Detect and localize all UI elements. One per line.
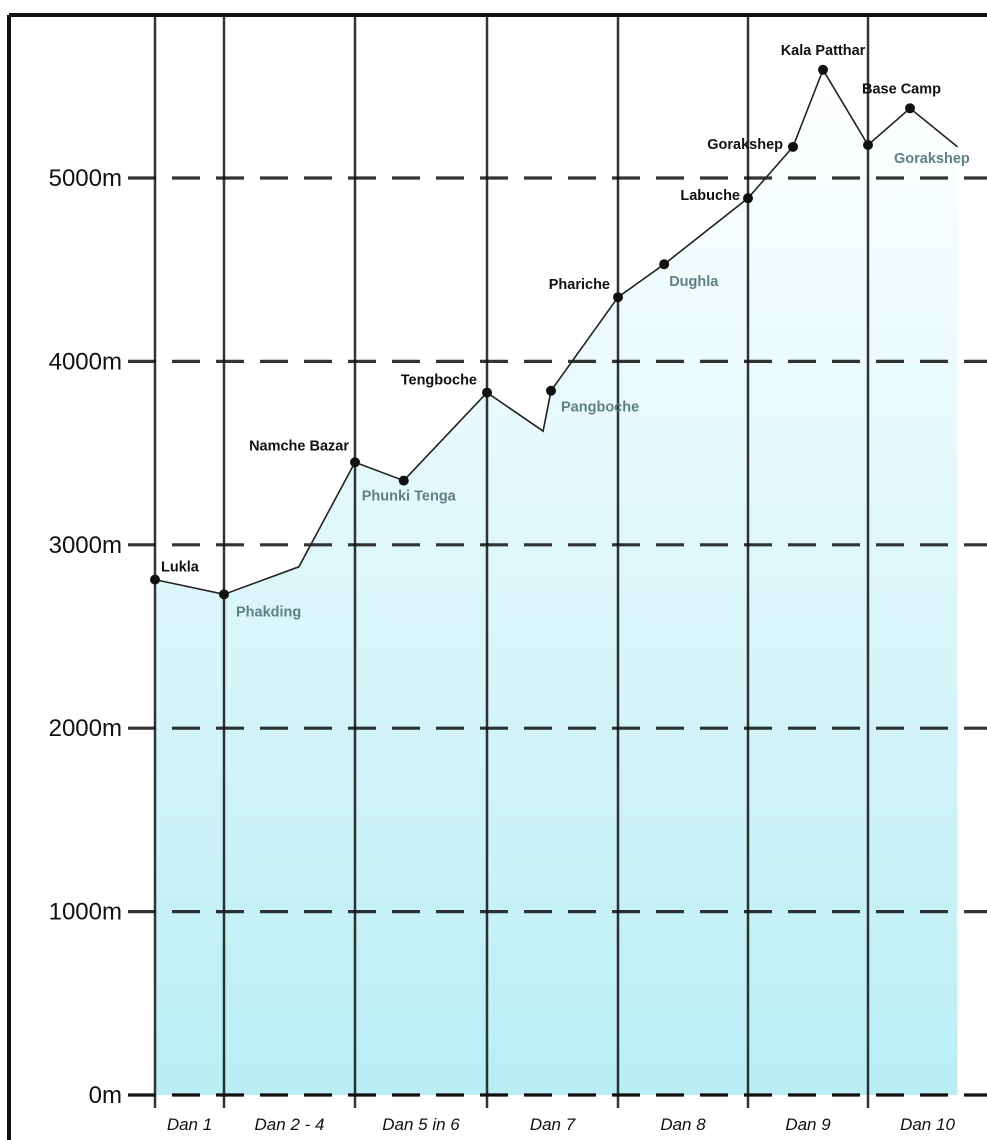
stop-label: Namche Bazar [249,438,349,454]
stop-marker [350,457,360,468]
x-tick-label: Dan 9 [785,1115,831,1134]
stop-marker [398,475,409,486]
x-tick-label: Dan 5 in 6 [382,1115,460,1134]
y-tick-label: 3000m [49,532,122,559]
x-tick-label: Dan 7 [530,1115,576,1134]
stop-label: Gorakshep [707,137,783,153]
x-tick-label: Dan 10 [900,1115,955,1134]
stop-marker [743,193,753,204]
stop-marker [150,574,160,585]
elevation-profile-line [154,67,959,596]
stop-marker [546,385,557,396]
y-tick-label: 1000m [49,899,122,926]
y-tick-label: 0m [89,1082,122,1109]
y-tick-label: 5000m [49,165,122,192]
stop-label: Phunki Tenga [362,489,457,505]
stop-label: Kala Patthar [781,43,866,59]
stop-label: Tengboche [401,373,477,389]
y-tick-label: 4000m [49,348,122,375]
x-tick-label: Dan 8 [660,1115,706,1134]
stop-label: Dughla [669,274,719,290]
stop-marker [219,589,229,600]
stop-label: Labuche [680,188,740,204]
stop-marker [659,259,670,270]
stop-marker [905,103,915,114]
stop-label: Lukla [161,560,200,576]
stop-marker [788,141,798,152]
x-tick-label: Dan 2 - 4 [255,1115,325,1134]
y-tick-label: 2000m [49,715,122,742]
stop-label: Base Camp [862,81,941,97]
stop-marker [613,292,623,303]
stop-marker [818,64,828,75]
elevation-area [155,69,958,1096]
stop-label: Phariche [549,277,610,293]
stop-label: Phakding [236,604,301,620]
stop-marker [482,387,492,398]
stop-label: Gorakshep [894,151,970,167]
x-tick-label: Dan 1 [167,1115,212,1134]
stop-label: Pangboche [561,400,639,416]
stop-marker [863,139,873,150]
